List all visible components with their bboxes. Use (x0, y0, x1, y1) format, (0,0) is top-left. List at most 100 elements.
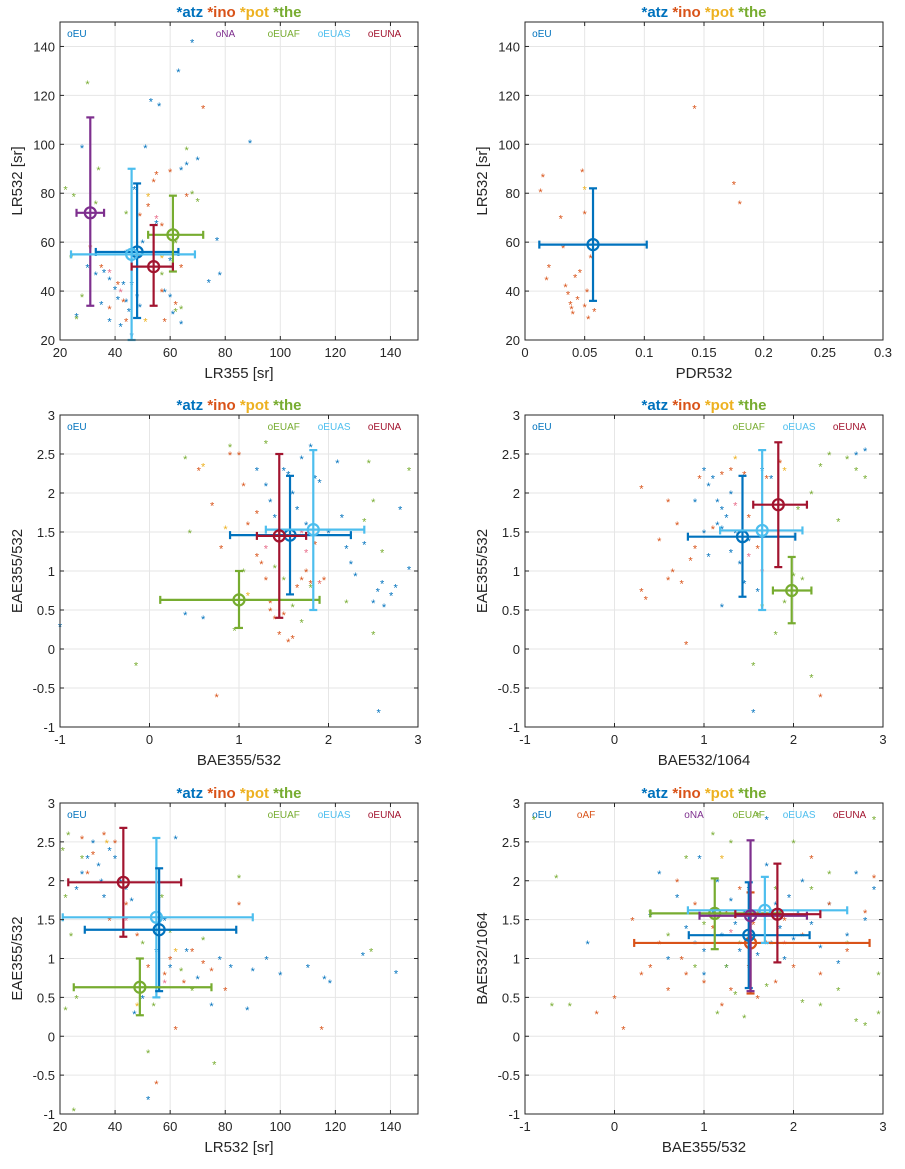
y-tick-label: -1 (43, 1107, 55, 1122)
point-ino: * (561, 243, 566, 255)
point-atz: * (863, 446, 868, 458)
point-pink: * (304, 548, 309, 560)
y-tick-label: -1 (508, 1107, 520, 1122)
point-atz: * (702, 970, 707, 982)
point-ino: * (639, 970, 644, 982)
point-ino: * (675, 520, 680, 532)
point-ino: * (541, 172, 546, 184)
point-the: * (188, 528, 193, 540)
point-ino: * (738, 885, 743, 897)
point-atz: * (245, 1005, 250, 1017)
point-pink: * (154, 214, 159, 226)
point-atz: * (729, 548, 734, 560)
legend-oeu: oEU (532, 810, 551, 821)
point-atz: * (264, 481, 269, 493)
point-ino: * (210, 501, 215, 513)
y-tick-label: -0.5 (498, 1068, 520, 1083)
title-part-atz: *atz (176, 397, 203, 414)
point-atz: * (657, 869, 662, 881)
point-the: * (69, 931, 74, 943)
y-tick-label: 3 (513, 796, 520, 811)
x-tick-label: 40 (108, 1119, 122, 1134)
point-the: * (201, 935, 206, 947)
point-atz: * (264, 955, 269, 967)
point-atz: * (102, 892, 107, 904)
point-ino: * (237, 900, 242, 912)
y-axis-label: EAE355/532 (9, 529, 26, 613)
point-atz: * (720, 602, 725, 614)
y-tick-label: -0.5 (33, 681, 55, 696)
point-ino: * (720, 470, 725, 482)
point-ino: * (219, 544, 224, 556)
x-axis-label: BAE532/1064 (658, 752, 751, 769)
point-ino: * (91, 850, 96, 862)
point-atz: * (715, 877, 720, 889)
point-pot: * (160, 253, 165, 265)
title-part-pot: *pot (236, 785, 269, 802)
point-atz: * (376, 587, 381, 599)
point-the: * (174, 238, 179, 250)
point-ino: * (729, 986, 734, 998)
point-the: * (550, 1001, 555, 1013)
point-ino: * (684, 970, 689, 982)
errorbar-euna (130, 223, 175, 307)
point-ino: * (729, 466, 734, 478)
x-tick-label: 0.2 (755, 345, 773, 360)
legend-oeuaf: oEUAF (268, 29, 300, 40)
point-ino: * (809, 853, 814, 865)
point-the: * (273, 563, 278, 575)
point-ino: * (107, 304, 112, 316)
x-tick-label: 0.3 (874, 345, 892, 360)
point-ino: * (782, 916, 787, 928)
errorbar-euna (255, 452, 308, 619)
point-ino: * (151, 177, 156, 189)
point-atz: * (196, 155, 201, 167)
errorbar-marker (785, 583, 799, 598)
x-tick-label: 60 (163, 345, 177, 360)
y-tick-label: 100 (498, 137, 520, 152)
x-tick-label: 100 (269, 1119, 291, 1134)
point-ino: * (657, 939, 662, 951)
point-atz: * (773, 900, 778, 912)
errorbar-marker (232, 593, 246, 607)
point-atz: * (845, 931, 850, 943)
axes-box (59, 21, 419, 341)
point-atz: * (107, 275, 112, 287)
point-atz: * (171, 309, 176, 321)
point-atz: * (304, 520, 309, 532)
x-tick-label: 120 (325, 345, 347, 360)
errorbar-eu (687, 881, 811, 990)
x-axis-label: PDR532 (676, 365, 733, 382)
point-atz: * (99, 299, 104, 311)
point-ino: * (818, 970, 823, 982)
point-the: * (733, 989, 738, 1001)
point-ino: * (223, 986, 228, 998)
point-atz: * (724, 962, 729, 974)
point-atz: * (176, 67, 181, 79)
point-atz: * (760, 912, 765, 924)
x-tick-label: 60 (163, 1119, 177, 1134)
point-the: * (782, 598, 787, 610)
point-atz: * (179, 319, 184, 331)
title-part-ino: *ino (668, 785, 701, 802)
point-pot: * (246, 590, 251, 602)
point-the: * (702, 920, 707, 932)
point-ino: * (286, 637, 291, 649)
errorbar-marker (770, 907, 784, 921)
legend-oeuna: oEUNA (368, 810, 402, 821)
point-ino: * (756, 993, 761, 1005)
point-pink: * (264, 544, 269, 556)
x-tick-label: 1 (235, 732, 242, 747)
errorbar-marker (755, 523, 769, 538)
point-ino: * (124, 900, 129, 912)
x-axis-label: LR532 [sr] (204, 1139, 273, 1156)
title-part-the: *the (734, 397, 767, 414)
legend-oeuna: oEUNA (368, 422, 402, 433)
point-ino: * (702, 978, 707, 990)
point-the: * (291, 602, 296, 614)
chart-panel-p6: *atz *ino *pot *the oEU oAF oNA oEUAF oEUAS oE… (474, 785, 887, 1156)
point-the: * (371, 629, 376, 641)
point-atz: * (218, 955, 223, 967)
y-tick-label: 0.5 (37, 990, 55, 1005)
point-ino: * (612, 993, 617, 1005)
